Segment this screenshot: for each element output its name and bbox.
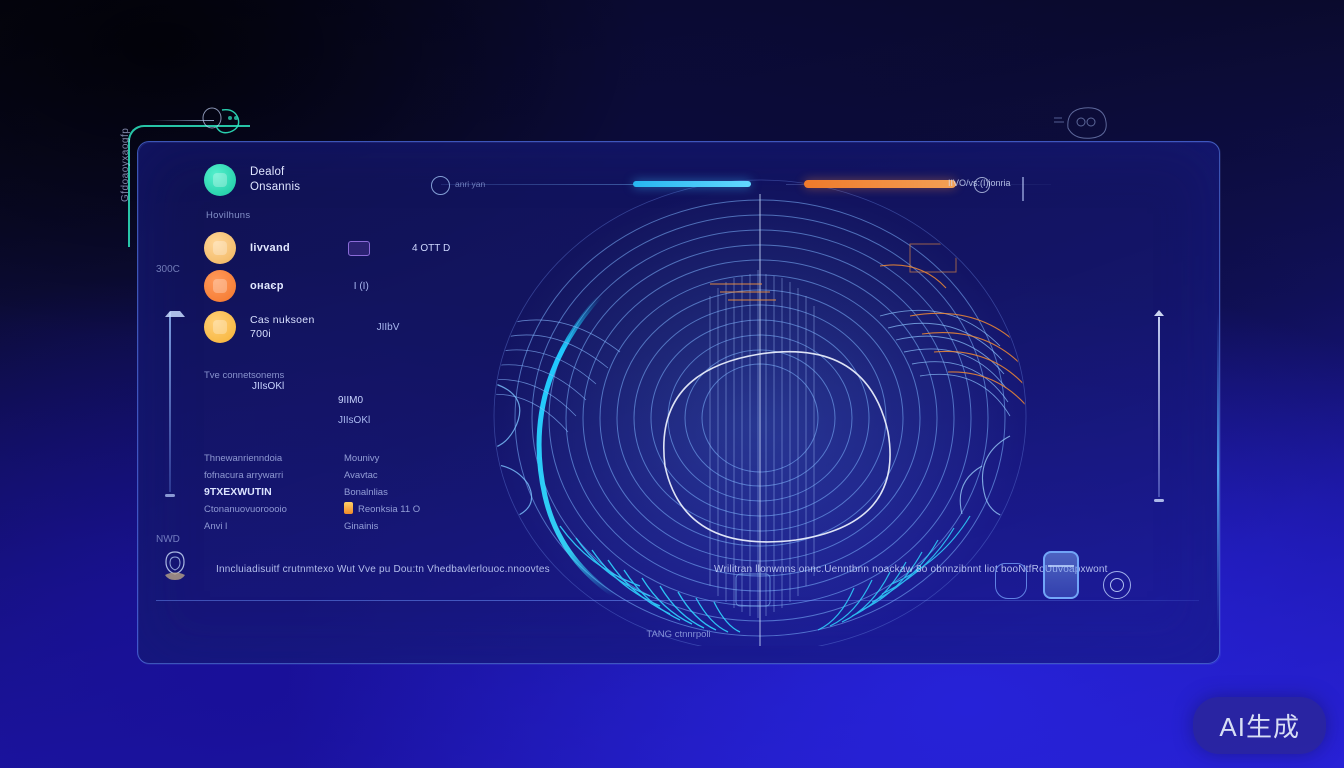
table-cell-left: Thnewanrienndoia: [204, 453, 283, 464]
table-row[interactable]: Anvi l Ginainis: [204, 518, 524, 535]
detail-table: Thnewanrienndoia Mounivy fofnacura arryw…: [204, 450, 524, 535]
device-card-icon[interactable]: [1043, 551, 1079, 599]
panel-edge-glow: [1217, 312, 1219, 632]
camera-node-icon: [1054, 107, 1107, 139]
meta-value: JIIsOKl: [252, 381, 285, 392]
list-item[interactable]: Cas nuksoen 700i JIIbV: [204, 305, 534, 349]
panel-vertical-label-3: NWD: [156, 534, 180, 545]
fingerprint-scan-graphic: [492, 178, 1028, 646]
progress-orange-ring-icon: [974, 177, 990, 193]
right-slider-down-cap-icon: [1154, 499, 1164, 502]
table-row-highlighted[interactable]: 9TXEXWUTIN Bonalnlias: [204, 484, 524, 501]
panel-vertical-label-2: 300C: [156, 264, 180, 275]
list-item-label: Cas nuksoen: [250, 314, 315, 326]
table-cell-left: fofnacura arrywarri: [204, 470, 284, 481]
list-item-sublabel: 700i: [250, 328, 272, 340]
table-cell-right: Reonksia 11 O: [344, 501, 420, 518]
list-item-label: Iivvand: [250, 242, 291, 254]
list-item-chip-icon: [348, 240, 371, 256]
meta-label: Tve connetsonems: [204, 370, 285, 381]
table-cell-right: Mounivy: [344, 453, 380, 464]
footer-text-center: TANG ctnnrpoli: [646, 629, 711, 640]
fingerprint-badge-icon: [165, 551, 185, 580]
list-item-value: JIIbV: [376, 321, 400, 333]
list-item[interactable]: Iivvand 4 OTT D: [204, 229, 534, 267]
scan-node-icon: [202, 107, 240, 134]
table-cell-right: Ginainis: [344, 521, 379, 532]
entity-title-line2: Onsannis: [250, 181, 301, 193]
progress-marker-icon: [431, 176, 450, 195]
corner-bracket-top-left: [128, 125, 250, 247]
table-row[interactable]: Thnewanrienndoia Mounivy: [204, 450, 524, 467]
meta-value-tertiary: JIIsOKl: [338, 415, 371, 426]
entity-header: Dealof Onsannis Hovilhuns Iivvand 4 OTT …: [204, 164, 534, 349]
list-item[interactable]: онаєр I (I): [204, 267, 534, 305]
section-title: Hovilhuns: [206, 210, 251, 221]
progress-orange-fill: [804, 180, 956, 188]
table-cell-right: Avavtac: [344, 470, 378, 481]
table-cell-left: Ctonanuovuoroooio: [204, 504, 287, 515]
table-cell-left: Anvi l: [204, 521, 228, 532]
progress-blue-track: [441, 184, 751, 185]
progress-bar-orange[interactable]: IIVO/vs:(I)ionria: [786, 177, 1051, 193]
scale-tick: [1022, 177, 1024, 201]
panel-vertical-label: Gfdoaoyxaogfp: [120, 127, 131, 202]
slider-down-cap-icon: [165, 494, 175, 497]
table-cell-left: 9TXEXWUTIN: [204, 486, 272, 498]
list-item-dot-icon: [204, 311, 236, 343]
progress-blue-caption: anri yan: [455, 179, 486, 189]
meta-value-secondary: 9IIM0: [338, 395, 364, 406]
list-item-value: 4 OTT D: [412, 242, 451, 254]
right-slider-up-cap-icon: [1154, 310, 1164, 316]
list-item-dot-icon: [204, 232, 236, 264]
ai-generated-badge: AI生成: [1193, 697, 1326, 754]
meta-block: Tve connetsonems JIIsOKl: [204, 370, 534, 392]
list-item-dot-icon: [204, 270, 236, 302]
list-item-value: I (I): [353, 280, 369, 292]
entity-header-row: Dealof Onsannis: [204, 164, 534, 196]
right-vertical-slider[interactable]: [1154, 310, 1164, 502]
footer-text-right: Wrilitran llonwnns onnc.Uenntbnn noackaw…: [714, 564, 1108, 575]
connector-line-top-left: [150, 120, 214, 121]
footer-text-left: Inncluiadisuitf crutnmtexo Wut Vve pu Do…: [216, 564, 550, 575]
settings-gear-icon[interactable]: [1103, 571, 1131, 599]
slider-up-cap-icon: [165, 305, 185, 317]
progress-blue-fill: [633, 181, 751, 187]
progress-bar-blue[interactable]: anri yan: [431, 176, 751, 195]
entity-title-line1: Dealof: [250, 166, 285, 178]
footer-divider: [156, 600, 1199, 601]
list-item-label: онаєр: [250, 280, 284, 292]
table-row[interactable]: fofnacura arrywarri Avavtac: [204, 467, 524, 484]
left-vertical-slider[interactable]: [165, 311, 185, 497]
status-badge-icon: [344, 502, 353, 514]
table-cell-right: Bonalnlias: [344, 487, 388, 498]
main-panel: Gfdoaoyxaogfp 300C NWD: [120, 128, 1221, 665]
avatar: [204, 164, 236, 196]
shield-icon[interactable]: [995, 563, 1027, 599]
table-row[interactable]: Ctonanuovuoroooio Reonksia 11 O: [204, 501, 524, 518]
